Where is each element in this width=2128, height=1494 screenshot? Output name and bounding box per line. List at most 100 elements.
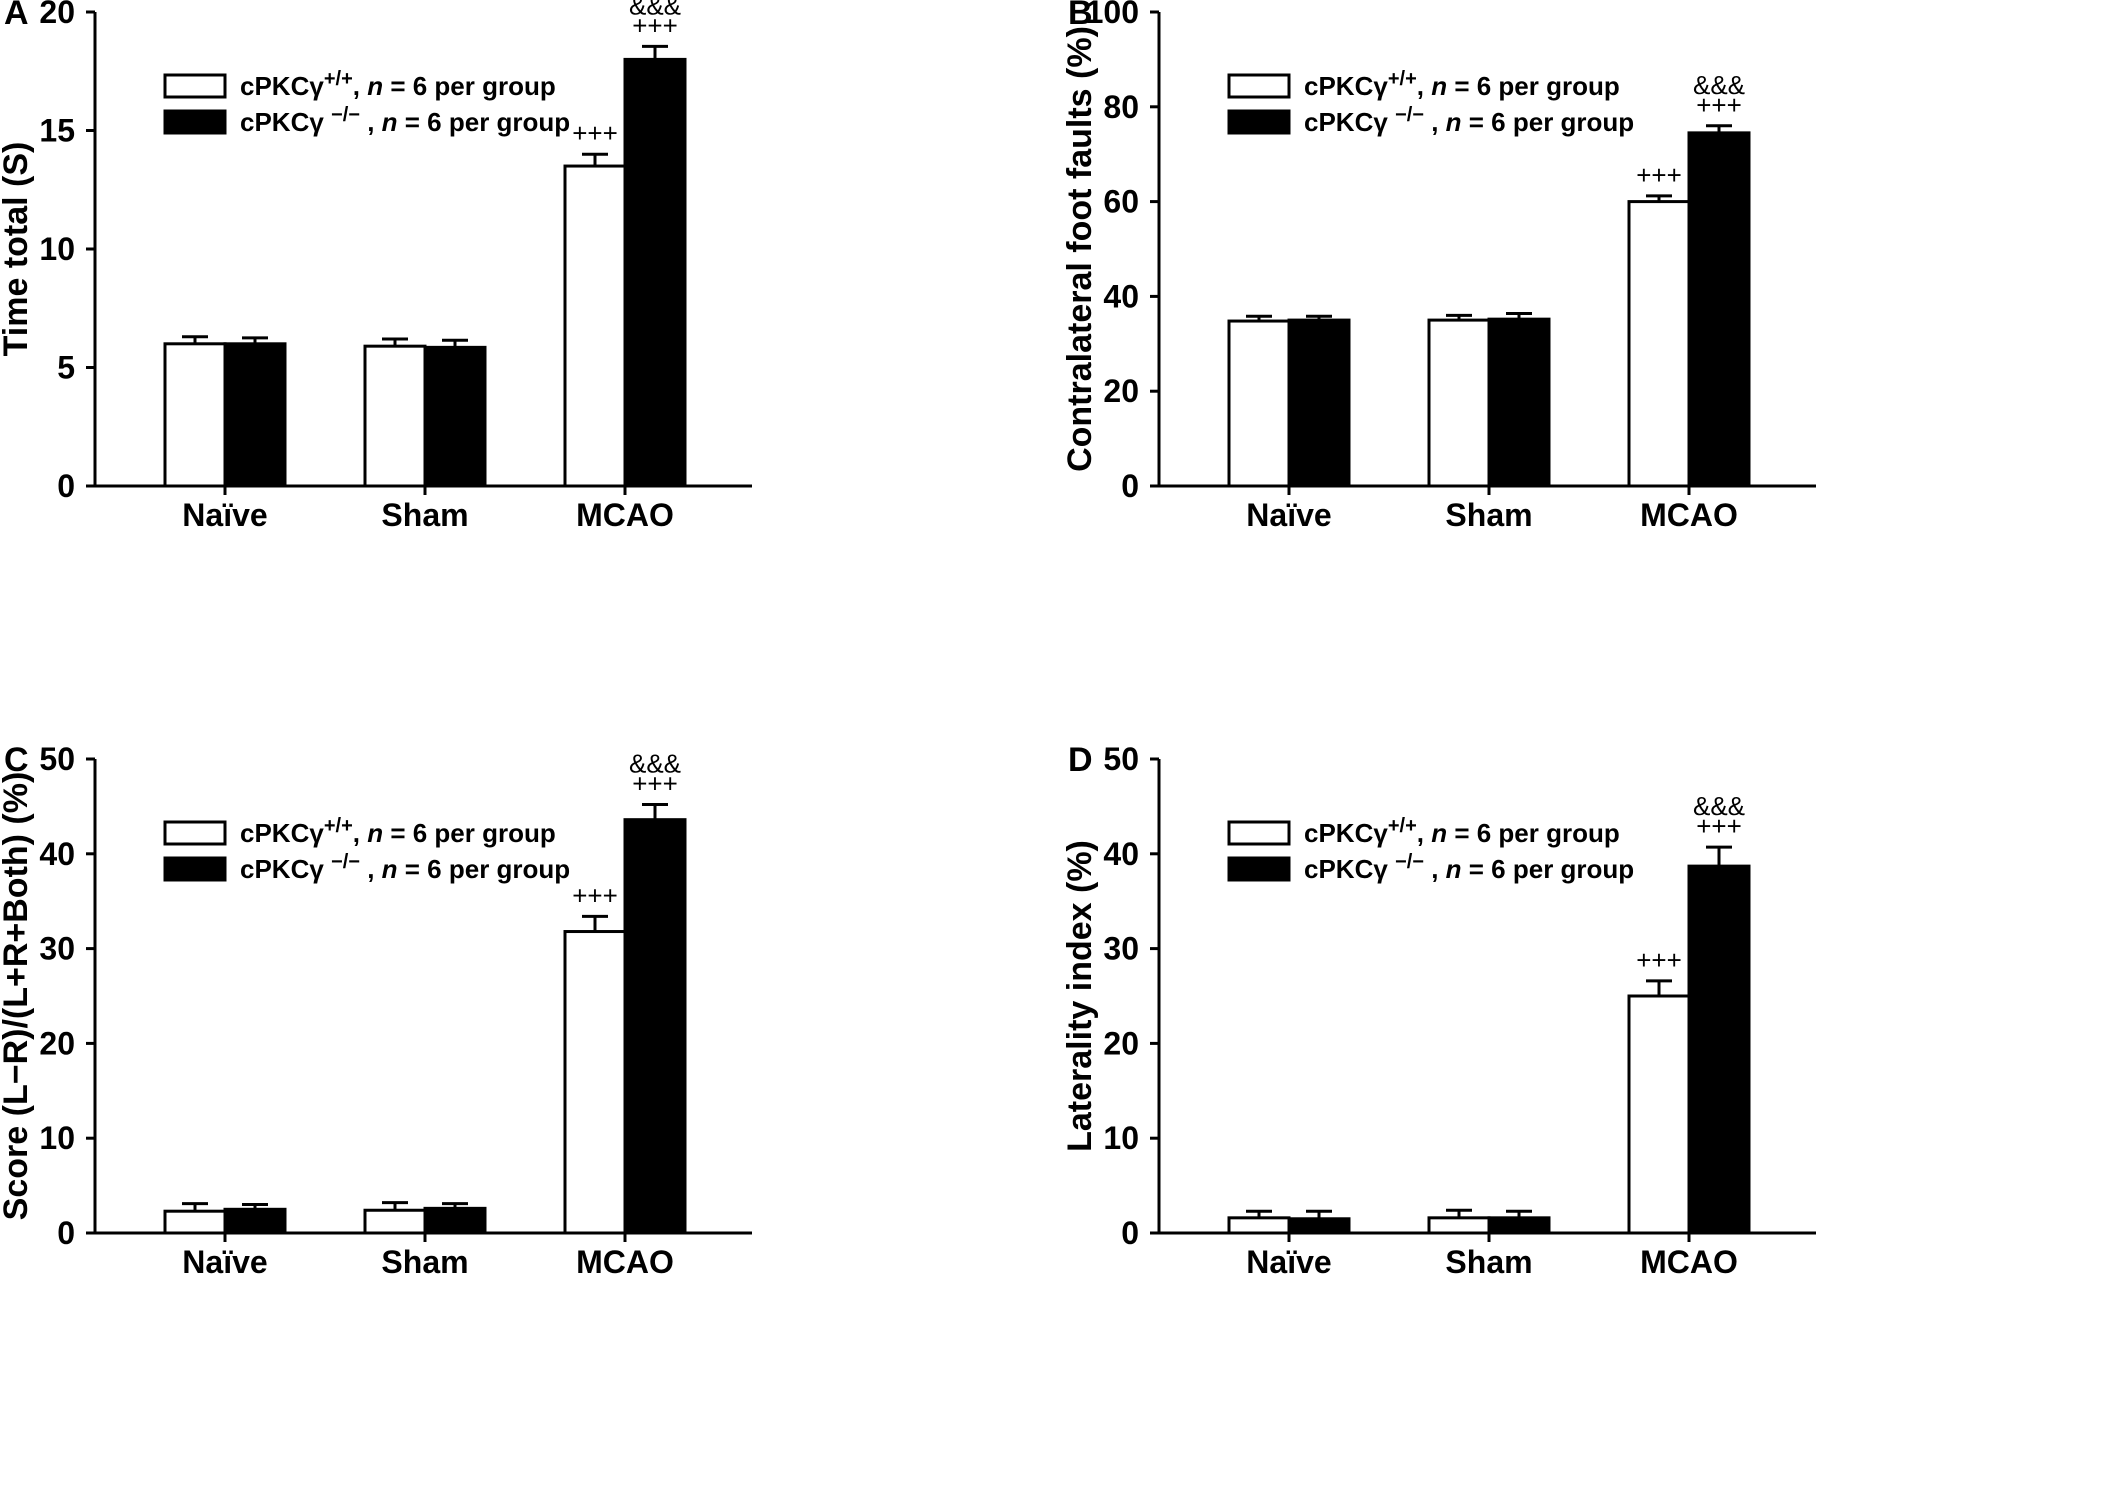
legend-label-knockout: cPKCγ −/− , n = 6 per group: [240, 851, 570, 884]
bar-knockout-1: [1487, 1216, 1551, 1235]
y-tick-label: 40: [39, 836, 75, 872]
panel-letter: B: [1068, 0, 1093, 32]
legend-label-wildtype: cPKCγ+/+, n = 6 per group: [240, 815, 556, 848]
bar-knockout-1: [423, 345, 487, 488]
x-tick-label: Sham: [1445, 1244, 1532, 1280]
significance-label: &&&: [1693, 70, 1745, 100]
y-tick-label: 0: [1121, 468, 1139, 504]
legend-label-wildtype: cPKCγ+/+, n = 6 per group: [1304, 68, 1620, 101]
significance-label: &&&: [629, 0, 681, 20]
bar-wildtype-2: [563, 164, 627, 488]
x-tick-label: Naïve: [1246, 497, 1331, 533]
legend-label-wildtype: cPKCγ+/+, n = 6 per group: [240, 68, 556, 101]
y-tick-label: 20: [1103, 1025, 1139, 1061]
bar-wildtype-1: [1427, 318, 1491, 488]
bar-knockout-2: [1687, 131, 1751, 488]
y-axis-title: Laterality index (%): [1064, 840, 1099, 1152]
legend-swatch-knockout: [1227, 109, 1291, 135]
x-tick-label: MCAO: [1640, 1244, 1738, 1280]
y-tick-label: 60: [1103, 184, 1139, 220]
bar-wildtype-2: [1627, 994, 1691, 1235]
bar-wildtype-0: [163, 1209, 227, 1235]
significance-label: +++: [632, 769, 678, 799]
bar-knockout-0: [1287, 1217, 1351, 1235]
legend-swatch-wildtype: [1227, 73, 1291, 99]
x-tick-label: Naïve: [182, 1244, 267, 1280]
bar-knockout-0: [223, 342, 287, 488]
y-tick-label: 100: [1086, 0, 1139, 30]
x-tick-label: Sham: [1445, 497, 1532, 533]
significance-label: +++: [632, 10, 678, 40]
y-tick-label: 20: [39, 0, 75, 30]
significance-label: +++: [572, 880, 618, 910]
x-tick-label: MCAO: [1640, 497, 1738, 533]
legend-swatch-knockout: [163, 109, 227, 135]
significance-label: &&&: [1693, 791, 1745, 821]
bar-knockout-0: [1287, 318, 1351, 488]
panel-c: C Score (L−R)/(L+R+Both) (%) 0 10 20 30 40 50 Na…: [0, 747, 1064, 1494]
x-tick-label: Naïve: [182, 497, 267, 533]
bar-wildtype-1: [363, 344, 427, 488]
legend-swatch-knockout: [163, 856, 227, 882]
y-tick-label: 40: [1103, 278, 1139, 314]
panel-letter: D: [1068, 747, 1093, 779]
legend-label-knockout: cPKCγ −/− , n = 6 per group: [1304, 851, 1634, 884]
y-tick-label: 50: [39, 747, 75, 777]
panel-b: B Contralateral foot faults (%) 0 20 40 60 80 1…: [1064, 0, 2128, 747]
y-tick-label: 80: [1103, 89, 1139, 125]
y-tick-label: 0: [1121, 1215, 1139, 1251]
bar-wildtype-0: [1227, 1216, 1291, 1235]
bar-knockout-2: [1687, 864, 1751, 1235]
bar-wildtype-2: [563, 930, 627, 1235]
y-axis-title: Score (L−R)/(L+R+Both) (%): [0, 772, 35, 1221]
legend-swatch-wildtype: [163, 820, 227, 846]
legend-swatch-wildtype: [1227, 820, 1291, 846]
x-tick-label: MCAO: [576, 497, 674, 533]
legend-label-knockout: cPKCγ −/− , n = 6 per group: [240, 104, 570, 137]
bar-wildtype-1: [1427, 1216, 1491, 1235]
bar-wildtype-0: [163, 342, 227, 488]
legend-swatch-wildtype: [163, 73, 227, 99]
y-tick-label: 20: [39, 1025, 75, 1061]
y-tick-label: 30: [1103, 931, 1139, 967]
y-tick-label: 10: [39, 1120, 75, 1156]
significance-label: +++: [1636, 945, 1682, 975]
chart-d: D Laterality index (%) 0 10 20 30 40 50 Naïve Sha…: [1064, 747, 1816, 1280]
y-tick-label: 30: [39, 931, 75, 967]
bar-wildtype-0: [1227, 319, 1291, 488]
legend-label-knockout: cPKCγ −/− , n = 6 per group: [1304, 104, 1634, 137]
y-tick-label: 0: [57, 1215, 75, 1251]
panel-letter: A: [4, 0, 29, 32]
y-tick-label: 50: [1103, 747, 1139, 777]
significance-label: &&&: [629, 749, 681, 779]
y-tick-label: 40: [1103, 836, 1139, 872]
x-tick-label: Sham: [381, 497, 468, 533]
y-tick-label: 10: [39, 231, 75, 267]
bar-knockout-0: [223, 1207, 287, 1235]
bar-knockout-1: [1487, 317, 1551, 488]
y-tick-label: 0: [57, 468, 75, 504]
significance-label: +++: [1636, 160, 1682, 190]
significance-label: +++: [1696, 90, 1742, 120]
panel-letter: C: [4, 747, 29, 779]
x-tick-label: Naïve: [1246, 1244, 1331, 1280]
legend-label-wildtype: cPKCγ+/+, n = 6 per group: [1304, 815, 1620, 848]
y-tick-label: 20: [1103, 373, 1139, 409]
significance-label: +++: [572, 118, 618, 148]
bar-wildtype-2: [1627, 200, 1691, 488]
y-axis-title: Contralateral foot faults (%): [1064, 26, 1099, 472]
panel-d: D Laterality index (%) 0 10 20 30 40 50 Naïve Sha…: [1064, 747, 2128, 1494]
y-tick-label: 5: [57, 350, 75, 386]
bar-wildtype-1: [363, 1208, 427, 1235]
significance-label: +++: [1696, 811, 1742, 841]
y-tick-label: 15: [39, 113, 75, 149]
y-axis-title: Time total (S): [0, 142, 35, 357]
panel-a: A Time total (S) 0 5 10 15 20 Naïve Sham MCAO +++ &…: [0, 0, 1064, 747]
bar-knockout-2: [623, 818, 687, 1235]
bar-knockout-2: [623, 57, 687, 488]
x-tick-label: Sham: [381, 1244, 468, 1280]
x-tick-label: MCAO: [576, 1244, 674, 1280]
